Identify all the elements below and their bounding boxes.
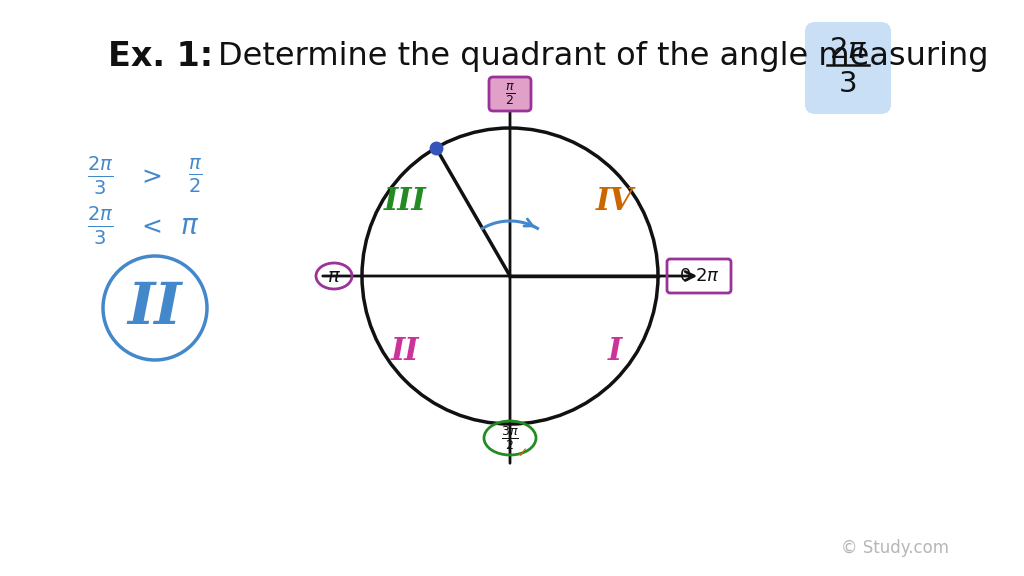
Text: Ex. 1:: Ex. 1: [108, 40, 213, 73]
Text: III: III [384, 185, 426, 217]
Text: $<$: $<$ [137, 214, 163, 238]
Text: $\checkmark$: $\checkmark$ [516, 445, 527, 459]
Text: $\pi$: $\pi$ [327, 267, 341, 286]
Text: $>$: $>$ [137, 164, 163, 188]
Text: IV: IV [596, 185, 634, 217]
Text: I: I [608, 335, 623, 366]
Text: $\frac{\pi}{2}$: $\frac{\pi}{2}$ [505, 81, 515, 107]
Text: II: II [391, 335, 419, 366]
Text: $\frac{3\pi}{2}$: $\frac{3\pi}{2}$ [501, 424, 519, 452]
Text: II: II [128, 280, 182, 336]
Text: $\frac{2\pi}{3}$: $\frac{2\pi}{3}$ [87, 205, 114, 247]
Text: Determine the quadrant of the angle measuring: Determine the quadrant of the angle meas… [218, 40, 988, 71]
Text: $0\;2\pi$: $0\;2\pi$ [679, 267, 720, 285]
FancyBboxPatch shape [489, 77, 531, 111]
Text: $\frac{2\pi}{3}$: $\frac{2\pi}{3}$ [87, 155, 114, 197]
Text: $\frac{\pi}{2}$: $\frac{\pi}{2}$ [187, 157, 202, 195]
Text: © Study.com: © Study.com [841, 539, 949, 557]
Text: $2\pi$: $2\pi$ [828, 36, 867, 64]
Text: $\pi$: $\pi$ [180, 212, 200, 240]
FancyBboxPatch shape [805, 22, 891, 114]
Text: 3: 3 [839, 70, 857, 98]
